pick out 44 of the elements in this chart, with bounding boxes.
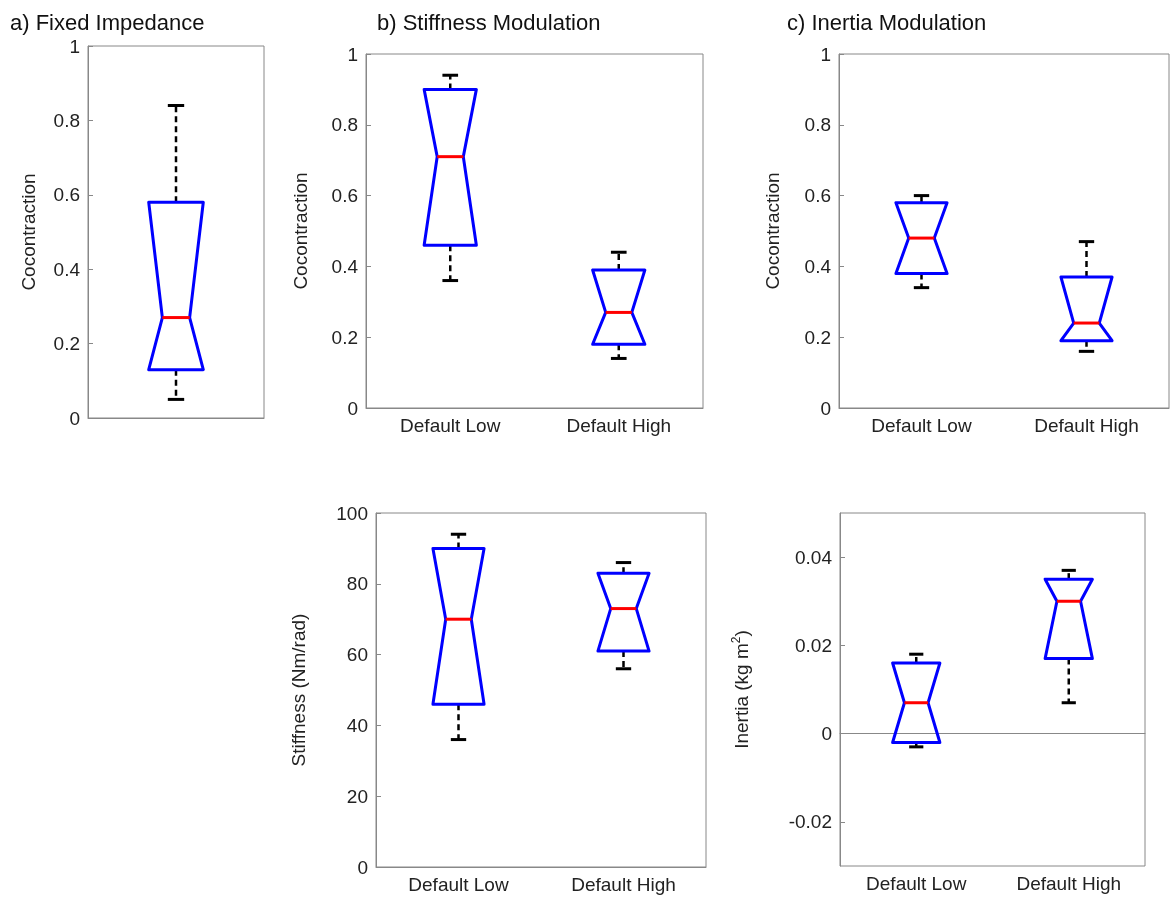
y-tick-label: 0.8: [53, 109, 80, 131]
y-tick-label: 0.8: [331, 114, 358, 136]
x-tick-label: Default High: [571, 874, 676, 895]
x-tick-label: Default High: [1034, 415, 1139, 436]
y-tick-label: 0: [357, 856, 368, 878]
x-tick-label: Default Low: [400, 415, 501, 436]
x-tick-label: Default High: [566, 415, 672, 436]
y-tick-label: 0.2: [53, 333, 80, 355]
y-tick-label: 1: [820, 43, 831, 65]
y-tick-label: 0: [69, 407, 80, 429]
chart-title: c) Inertia Modulation: [787, 9, 987, 35]
y-axis-title: Inertia (kg m2): [729, 630, 752, 749]
chart-title: b) Stiffness Modulation: [377, 9, 601, 35]
y-axis-title: Cocontraction: [762, 172, 783, 290]
y-axis-title: Cocontraction: [18, 173, 39, 291]
y-tick-label: 0.02: [795, 634, 832, 656]
y-tick-label: 0.04: [795, 546, 833, 568]
y-tick-label: 0: [821, 723, 832, 745]
y-tick-label: 0.4: [53, 258, 81, 280]
x-tick-label: Default Low: [866, 873, 967, 894]
y-tick-label: 0.6: [331, 185, 358, 207]
y-axis-title: Cocontraction: [290, 172, 311, 290]
y-tick-label: 100: [336, 502, 368, 524]
y-tick-label: 80: [346, 573, 368, 595]
y-tick-label: 0.2: [804, 326, 831, 348]
y-tick-label: 0.6: [804, 185, 831, 207]
x-tick-label: Default High: [1016, 873, 1122, 894]
chart-title: a) Fixed Impedance: [10, 9, 205, 35]
y-tick-label: 0.2: [331, 326, 358, 348]
y-tick-label: 0.4: [331, 255, 359, 277]
y-tick-label: 1: [347, 43, 358, 65]
x-tick-label: Default Low: [408, 874, 509, 895]
y-tick-label: 40: [346, 714, 368, 736]
y-tick-label: 1: [69, 35, 80, 57]
y-tick-label: 0: [347, 397, 358, 419]
y-axis-title: Stiffness (Nm/rad): [288, 613, 309, 767]
y-tick-label: 0.6: [53, 184, 80, 206]
y-tick-label: 0: [820, 397, 831, 419]
x-tick-label: Default Low: [871, 415, 972, 436]
y-tick-label: 20: [346, 785, 368, 807]
y-tick-label: 0.8: [804, 114, 831, 136]
y-tick-label: -0.02: [788, 811, 832, 833]
y-tick-label: 0.4: [804, 255, 832, 277]
y-tick-label: 60: [346, 644, 368, 666]
